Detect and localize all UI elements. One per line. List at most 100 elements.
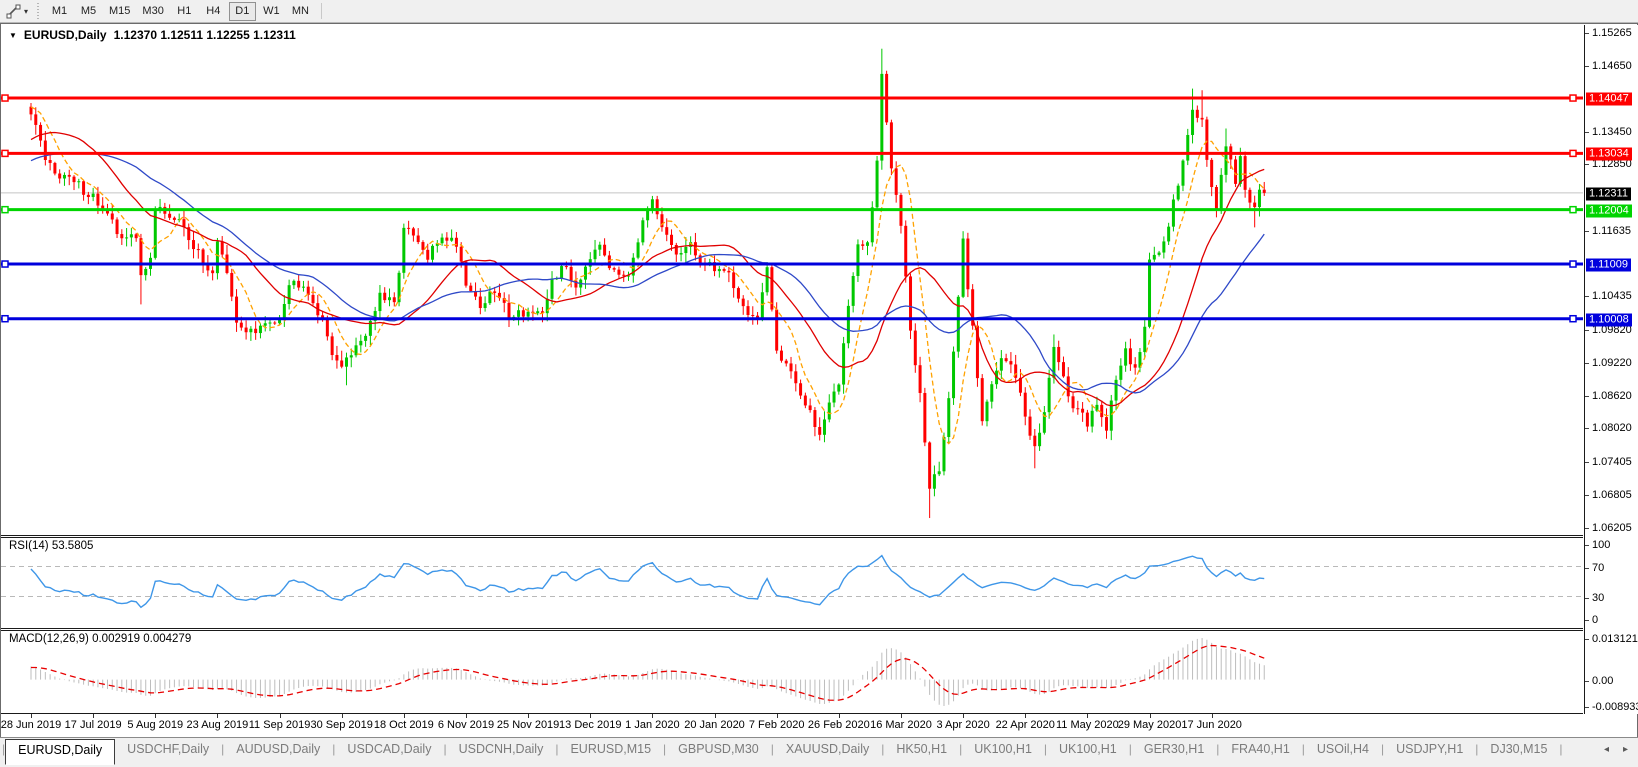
timeframe-button-m30[interactable]: M30 [142,4,164,17]
date-label: 29 May 2020 [1117,719,1182,731]
rsi-axis-100: 100 [1585,539,1610,551]
axis-tick [1585,395,1589,397]
price-tick-1.14650: 1.14650 [1585,60,1632,72]
date-tick [963,714,965,718]
date-label: 5 Aug 2019 [127,719,184,731]
current-price-label: 1.12311 [1586,187,1631,201]
date-tick [31,714,32,718]
tab-divider: | [770,742,774,756]
date-label: 3 Apr 2020 [936,719,990,731]
axis-tick [1585,428,1589,430]
price-tick-1.11635: 1.11635 [1585,225,1631,237]
symbol-tab-hk50-h1[interactable]: HK50,H1 [896,742,948,756]
tab-divider: | [881,742,885,756]
date-tick [279,714,281,718]
collapse-triangle-icon[interactable]: ▼ [9,30,17,40]
axis-tick [1585,230,1589,232]
symbol-tab-fra40-h1[interactable]: FRA40,H1 [1231,742,1290,756]
axis-tick [1585,545,1589,546]
timeframe-toolbar: ▾ M1 M5 M15 M30 H1 H4 D1 W1 MN [0,0,1638,23]
tab-divider: | [1128,742,1132,756]
tab-divider: | [959,742,963,756]
panel-separator-2[interactable] [1,628,1583,631]
chart-tool-button[interactable]: ▾ [0,0,32,22]
macd-indicator-plot[interactable] [1,631,1583,713]
price-tick-1.09220: 1.09220 [1585,357,1632,369]
symbol-tab-usdjpy-h1[interactable]: USDJPY,H1 [1396,742,1464,756]
symbol-tab-audusd-daily[interactable]: AUDUSD,Daily [236,742,321,756]
symbol-tab-gbpusd-m30[interactable]: GBPUSD,M30 [678,742,759,756]
date-tick [155,714,157,718]
symbol-tab-bar: | EURUSD,Daily USDCHF,Daily | AUDUSD,Daily | U… [0,737,1638,767]
tab-divider: | [1043,742,1048,756]
tab-divider: | [2,742,6,756]
date-tick [1211,714,1213,718]
axis-tick [1585,567,1589,569]
rsi-axis-70: 70 [1585,562,1604,574]
timeframe-button-mn[interactable]: MN [291,4,309,17]
symbol-tab-ger30-h1[interactable]: GER30,H1 [1143,742,1205,756]
axis-tick [1585,66,1589,68]
axis-tick [1585,461,1589,463]
axis-tick [1585,494,1589,496]
tab-scroll-left-icon[interactable]: ◂ [1603,744,1609,755]
symbol-tab-uk100-h1[interactable]: UK100,H1 [974,742,1032,756]
price-tick-1.15265: 1.15265 [1585,27,1632,39]
price-axis[interactable]: 1.15265 1.14650 1.13450 1.12850 1.11635 1.104… [1584,25,1638,714]
timeframe-button-h4[interactable]: H4 [206,4,221,17]
chevron-down-icon[interactable]: ▾ [24,6,29,16]
date-label: 7 Feb 2020 [748,719,805,731]
macd-label: MACD(12,26,9) 0.002919 0.004279 [9,633,192,645]
axis-tick [1585,527,1589,529]
symbol-tab-usdcad-daily[interactable]: USDCAD,Daily [347,742,432,756]
symbol-tab-usdcnh-daily[interactable]: USDCNH,Daily [458,742,544,756]
tab-divider: | [1475,742,1479,756]
price-tick-1.09820: 1.09820 [1585,324,1632,336]
date-tick [714,714,716,718]
hline-price-label: 1.12004 [1586,204,1632,218]
symbol-tab-uk100-h1[interactable]: UK100,H1 [1059,742,1117,756]
tab-scroll-right-icon[interactable]: ▸ [1622,744,1628,755]
date-tick [776,714,778,718]
axis-tick [1585,329,1589,331]
time-axis[interactable]: 28 Jun 2019 17 Jul 2019 5 Aug 2019 23 Aug 2… [1,713,1583,737]
timeframe-button-m15[interactable]: M15 [109,4,131,17]
timeframe-button-w1[interactable]: W1 [263,4,280,17]
date-tick [590,714,592,718]
tab-divider: | [555,742,559,756]
axis-tick [1585,164,1589,166]
rsi-axis-30: 30 [1585,592,1604,604]
toolbar-separator [320,3,322,19]
axis-tick [1585,362,1589,364]
panel-separator[interactable] [1,535,1583,538]
symbol-tab-dj30-m15[interactable]: DJ30,M15 [1490,742,1548,756]
symbol-tab-xauusd-daily[interactable]: XAUUSD,Daily [785,742,870,756]
symbol-tab-usoil-h4[interactable]: USOil,H4 [1316,742,1369,756]
date-tick [528,714,530,718]
date-tick [403,714,405,718]
date-label: 25 Nov 2019 [496,719,560,731]
symbol-tab-eurusd-daily[interactable]: EURUSD,Daily [5,739,116,765]
hline-price-label: 1.14047 [1586,92,1632,106]
price-chart-plot[interactable] [1,25,1583,537]
timeframe-button-m1[interactable]: M1 [51,4,68,17]
date-label: 16 Mar 2020 [870,719,932,731]
date-label: 23 Aug 2019 [186,719,249,731]
price-tick-1.06805: 1.06805 [1585,489,1632,501]
date-tick [900,714,902,718]
symbol-tab-eurusd-m15[interactable]: EURUSD,M15 [570,742,652,756]
timeframe-button-m5[interactable]: M5 [80,4,97,17]
date-label: 26 Feb 2020 [807,719,870,731]
symbol-tab-usdchf-daily[interactable]: USDCHF,Daily [127,742,210,756]
rsi-indicator-plot[interactable] [1,538,1583,628]
tab-divider: | [663,742,667,756]
date-label: 11 Sep 2019 [248,719,311,731]
date-label: 20 Jan 2020 [684,719,745,731]
timeframe-button-d1[interactable]: D1 [228,1,256,21]
rsi-axis-0: 0 [1585,614,1598,626]
rsi-label: RSI(14) 53.5805 [9,540,94,552]
chart-window: ▼ EURUSD,Daily 1.12370 1.12511 1.12255 1… [0,23,1638,737]
date-tick [341,714,343,718]
price-tick-1.08620: 1.08620 [1585,390,1632,402]
timeframe-button-h1[interactable]: H1 [177,4,192,17]
